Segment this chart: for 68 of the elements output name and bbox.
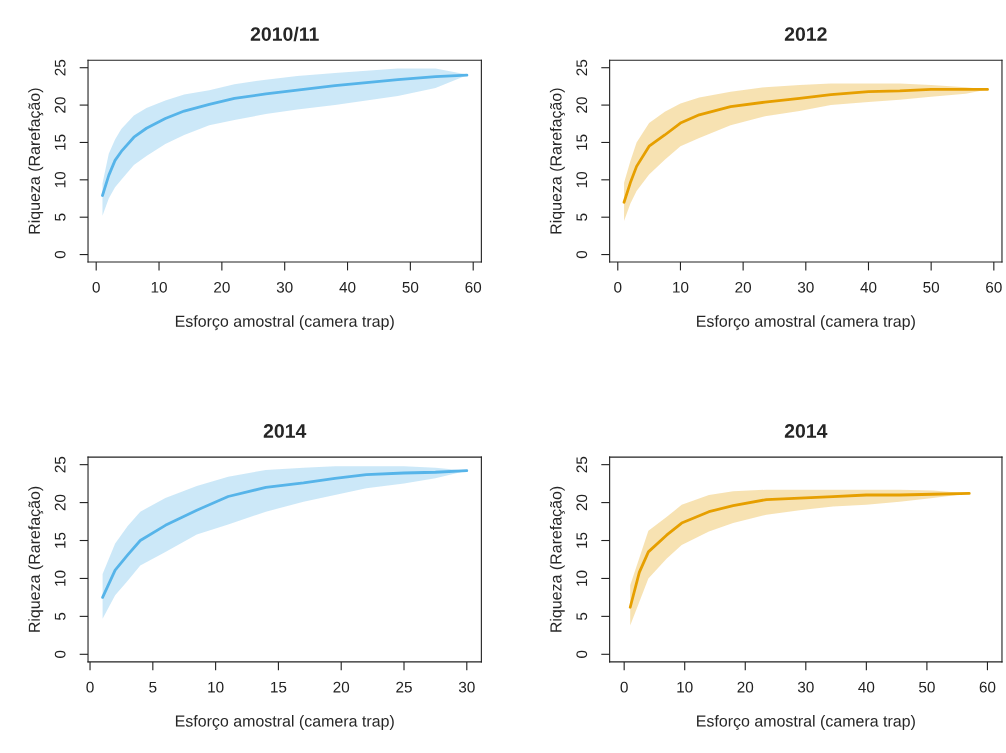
- x-tick-label: 5: [149, 681, 157, 693]
- y-tick-label: 5: [54, 612, 66, 621]
- x-tick-label: 30: [797, 281, 814, 293]
- x-tick-label: 50: [402, 281, 419, 293]
- x-tick-label: 10: [677, 681, 693, 693]
- x-axis-title: Esforço amostral (camera trap): [697, 715, 915, 730]
- x-tick-label: 20: [737, 681, 754, 693]
- x-tick-label: 60: [465, 281, 482, 293]
- y-tick-label: 10: [54, 171, 66, 188]
- y-tick-label: 25: [54, 456, 66, 473]
- y-tick-label: 25: [576, 59, 588, 76]
- y-tick-label: 25: [576, 456, 588, 473]
- x-tick-label: 20: [735, 281, 752, 293]
- y-tick-label: 0: [54, 650, 66, 658]
- y-axis-title: Riqueza (Rarefação): [549, 88, 565, 234]
- x-tick-label: 30: [797, 681, 814, 693]
- y-axis-title: Riqueza (Rarefação): [28, 88, 44, 234]
- x-axis-title: Esforço amostral (camera trap): [175, 715, 394, 730]
- x-tick-label: 60: [986, 281, 1002, 293]
- chart-title: 2014: [263, 424, 307, 438]
- x-tick-label: 0: [620, 681, 628, 693]
- y-tick-label: 15: [576, 532, 588, 548]
- y-tick-label: 10: [576, 171, 588, 188]
- y-tick-label: 20: [54, 494, 66, 511]
- y-tick-label: 20: [576, 494, 588, 511]
- x-tick-label: 50: [919, 681, 935, 693]
- y-tick-label: 15: [54, 532, 66, 548]
- x-axis-title: Esforço amostral (camera trap): [175, 315, 394, 331]
- line-series: [101, 73, 469, 197]
- x-tick-label: 60: [979, 681, 996, 693]
- x-tick-label: 20: [214, 281, 230, 293]
- line-series: [628, 492, 971, 609]
- y-tick-label: 20: [576, 97, 588, 113]
- x-tick-label: 40: [339, 281, 356, 293]
- x-tick-label: 50: [923, 281, 940, 293]
- x-tick-label: 0: [92, 281, 100, 293]
- y-axis-title: Riqueza (Rarefação): [28, 486, 44, 632]
- chart-title: 2014: [784, 424, 828, 438]
- y-tick-label: 5: [576, 612, 588, 621]
- x-tick-label: 0: [614, 281, 622, 293]
- x-axis-title: Esforço amostral (camera trap): [697, 315, 915, 331]
- y-tick-label: 20: [54, 97, 66, 113]
- x-tick-label: 10: [673, 281, 689, 293]
- x-tick-label: 40: [858, 681, 875, 693]
- y-tick-label: 10: [576, 570, 588, 586]
- x-tick-label: 20: [333, 681, 350, 693]
- chart-title: 2012: [784, 27, 827, 41]
- x-tick-label: 0: [86, 681, 94, 693]
- y-tick-label: 0: [54, 250, 66, 259]
- x-tick-label: 10: [208, 681, 224, 693]
- y-tick-label: 0: [576, 250, 588, 259]
- y-tick-label: 25: [54, 59, 66, 76]
- x-tick-label: 15: [271, 681, 287, 693]
- line-series: [101, 469, 469, 599]
- line-series: [622, 88, 989, 204]
- y-tick-label: 15: [54, 134, 66, 150]
- y-tick-label: 15: [576, 134, 588, 150]
- y-tick-label: 5: [576, 213, 588, 221]
- x-tick-label: 10: [151, 281, 167, 293]
- chart-title: 2010/11: [250, 26, 319, 42]
- x-tick-label: 30: [276, 281, 293, 293]
- y-tick-label: 0: [576, 650, 588, 658]
- y-tick-label: 5: [54, 213, 66, 221]
- x-tick-label: 30: [458, 681, 475, 693]
- x-tick-label: 40: [860, 281, 877, 293]
- y-axis-title: Riqueza (Rarefação): [549, 486, 565, 632]
- x-tick-label: 25: [396, 681, 412, 693]
- y-tick-label: 10: [54, 570, 66, 586]
